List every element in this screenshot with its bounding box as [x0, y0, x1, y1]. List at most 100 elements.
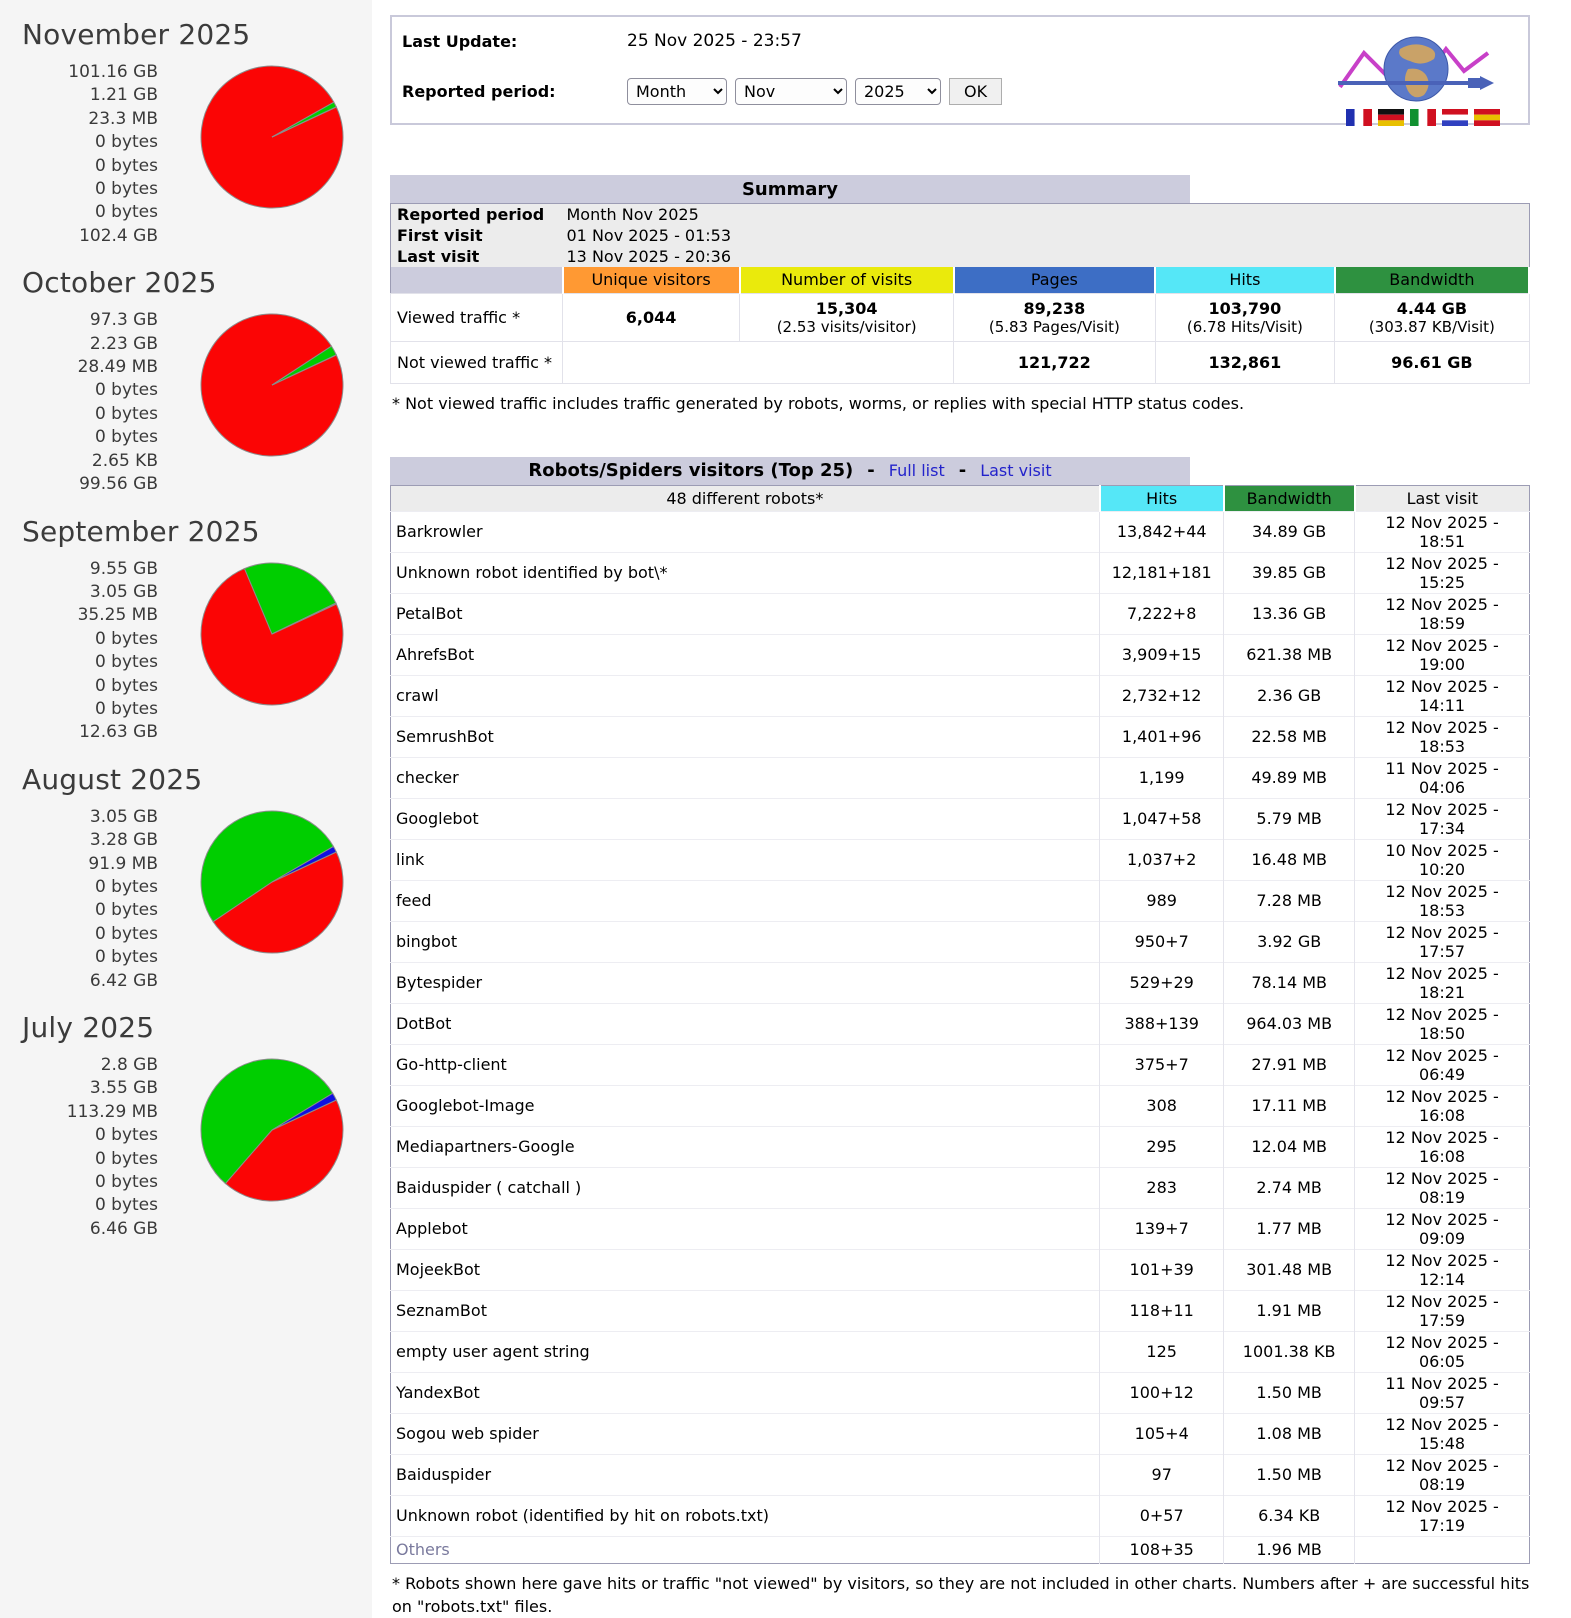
month-value: 97.3 GB — [89, 310, 158, 331]
robot-last-visit-cell: 12 Nov 2025 - 17:34 — [1354, 797, 1530, 839]
robot-row: Baiduspider 97 1.50 MB 12 Nov 2025 - 08:19 — [390, 1453, 1530, 1495]
month-value: 0 bytes — [94, 155, 158, 176]
robots-footnote: * Robots shown here gave hits or traffic… — [392, 1573, 1530, 1616]
robot-hits-cell: 7,222+8 — [1099, 592, 1224, 634]
robot-last-visit-cell: 12 Nov 2025 - 15:25 — [1354, 551, 1530, 593]
month-value: 3.55 GB — [89, 1078, 158, 1099]
month-value: 102.4 GB — [79, 225, 158, 246]
robot-name-cell: Barkrowler — [390, 510, 1100, 552]
robot-row: Googlebot-Image 308 17.11 MB 12 Nov 2025 - … — [390, 1084, 1530, 1126]
robot-hits-cell: 529+29 — [1099, 961, 1224, 1003]
month-value: 0 bytes — [94, 403, 158, 424]
robot-hits-cell: 118+11 — [1099, 1289, 1224, 1331]
robot-name-cell: Googlebot-Image — [390, 1084, 1100, 1126]
awstats-logo — [1330, 25, 1510, 126]
month-values-list: 3.05 GB 3.28 GB 91.9 MB 0 bytes 0 bytes 0 byt… — [0, 806, 158, 993]
flag-netherlands-icon[interactable] — [1442, 109, 1468, 126]
robot-last-visit-cell: 12 Nov 2025 - 17:59 — [1354, 1289, 1530, 1331]
robot-row: MojeekBot 101+39 301.48 MB 12 Nov 2025 - 12… — [390, 1248, 1530, 1290]
robot-row: Baiduspider ( catchall ) 283 2.74 MB 12 Nov… — [390, 1166, 1530, 1208]
pie-slice — [200, 567, 344, 705]
robot-last-visit-cell: 12 Nov 2025 - 16:08 — [1354, 1125, 1530, 1167]
col-unique-visitors: Unique visitors — [561, 267, 741, 293]
month-value: 0 bytes — [94, 380, 158, 401]
last-update-label: Last Update: — [402, 31, 518, 51]
month-value: 6.46 GB — [89, 1218, 158, 1239]
robot-row: Sogou web spider 105+4 1.08 MB 12 Nov 2025 … — [390, 1412, 1530, 1454]
month-title: October 2025 — [22, 266, 217, 300]
robot-hits-cell: 125 — [1099, 1330, 1224, 1372]
not-viewed-hits: 132,861 — [1154, 340, 1336, 384]
robot-name-cell: AhrefsBot — [390, 633, 1100, 675]
flag-italy-icon[interactable] — [1410, 109, 1436, 126]
report-header-box: Last Update: 25 Nov 2025 - 23:57 Reporte… — [390, 15, 1530, 126]
monthly-pie-chart — [200, 562, 344, 705]
robot-last-visit-cell: 12 Nov 2025 - 18:59 — [1354, 592, 1530, 634]
robot-row: Unknown robot (identified by hit on robo… — [390, 1494, 1530, 1536]
flag-germany-icon[interactable] — [1378, 109, 1404, 126]
robot-hits-cell: 388+139 — [1099, 1002, 1224, 1044]
month-pie-wrap — [198, 808, 346, 960]
flag-spain-icon[interactable] — [1474, 109, 1500, 126]
summary-title: Summary — [741, 178, 839, 200]
robot-name-cell: YandexBot — [390, 1371, 1100, 1413]
robot-row: SeznamBot 118+11 1.91 MB 12 Nov 2025 - 17:5… — [390, 1289, 1530, 1331]
month-summary-block: November 2025 101.16 GB 1.21 GB 23.3 MB 0 by… — [0, 6, 372, 254]
robot-bandwidth-cell: 1.77 MB — [1223, 1207, 1355, 1249]
pie-slice — [224, 1099, 344, 1202]
robots-hits-header: Hits — [1098, 485, 1224, 511]
report-header-fields: Last Update: 25 Nov 2025 - 23:57 Reporte… — [402, 25, 1003, 115]
monthly-pie-chart — [200, 1058, 344, 1202]
month-value: 2.8 GB — [100, 1055, 158, 1075]
period-year-select[interactable]: 2025 — [855, 78, 941, 105]
robot-bandwidth-cell: 3.92 GB — [1223, 920, 1355, 962]
robot-bandwidth-cell: 78.14 MB — [1223, 961, 1355, 1003]
robot-row: Go-http-client 375+7 27.91 MB 12 Nov 2025 -… — [390, 1043, 1530, 1085]
robot-bandwidth-cell: 1001.38 KB — [1223, 1330, 1355, 1372]
robot-name-cell: Baiduspider — [390, 1453, 1100, 1495]
ok-button[interactable]: OK — [949, 78, 1003, 105]
pie-slice — [271, 845, 338, 883]
month-pie-wrap — [198, 1056, 346, 1208]
robot-last-visit-cell: 11 Nov 2025 - 09:57 — [1354, 1371, 1530, 1413]
month-value: 28.49 MB — [77, 357, 158, 378]
robot-bandwidth-cell: 27.91 MB — [1223, 1043, 1355, 1085]
viewed-hits: 103,790 (6.78 Hits/Visit) — [1154, 292, 1336, 342]
full-list-link[interactable]: Full list — [888, 461, 945, 480]
robots-bandwidth-header: Bandwidth — [1222, 485, 1355, 511]
robot-last-visit-cell: 12 Nov 2025 - 18:50 — [1354, 1002, 1530, 1044]
robot-hits-cell: 1,199 — [1099, 756, 1224, 798]
not-viewed-empty-cell — [561, 340, 955, 384]
month-value: 1.21 GB — [89, 85, 158, 106]
robots-title-bar: Robots/Spiders visitors (Top 25) - Full … — [390, 456, 1190, 485]
flag-france-icon[interactable] — [1346, 109, 1372, 126]
summary-footnote: * Not viewed traffic includes traffic ge… — [392, 393, 1245, 413]
month-value: 12.63 GB — [79, 722, 158, 743]
robot-row: DotBot 388+139 964.03 MB 12 Nov 2025 - 18:5… — [390, 1002, 1530, 1044]
summary-info-value: Month Nov 2025 — [562, 203, 1529, 225]
robot-hits-cell: 308 — [1099, 1084, 1224, 1126]
robot-last-visit-cell: 12 Nov 2025 - 17:19 — [1354, 1494, 1530, 1536]
robots-last-visit-header: Last visit — [1353, 485, 1530, 511]
viewed-traffic-label: Viewed traffic * — [390, 292, 563, 342]
month-value: 3.05 GB — [89, 806, 158, 827]
robot-row: Unknown robot identified by bot\* 12,181+… — [390, 551, 1530, 593]
robot-last-visit-cell: 12 Nov 2025 - 16:08 — [1354, 1084, 1530, 1126]
month-value: 3.05 GB — [89, 581, 158, 602]
robot-bandwidth-cell: 621.38 MB — [1223, 633, 1355, 675]
robot-bandwidth-cell: 13.36 GB — [1223, 592, 1355, 634]
robot-name-cell: SemrushBot — [390, 715, 1100, 757]
period-type-select[interactable]: Month — [627, 78, 727, 105]
robot-hits-cell: 989 — [1099, 879, 1224, 921]
robot-name-cell: Go-http-client — [390, 1043, 1100, 1085]
col-number-of-visits: Number of visits — [738, 267, 955, 293]
month-values-list: 97.3 GB 2.23 GB 28.49 MB 0 bytes 0 bytes 0 by… — [0, 309, 158, 496]
robots-last-visit-link[interactable]: Last visit — [980, 461, 1052, 480]
robot-name-cell: MojeekBot — [390, 1248, 1100, 1290]
not-viewed-pages: 121,722 — [953, 340, 1156, 384]
robot-hits-cell: 108+35 — [1099, 1535, 1224, 1563]
period-month-select[interactable]: Nov — [735, 78, 847, 105]
robot-bandwidth-cell: 6.34 KB — [1223, 1494, 1355, 1536]
monthly-pie-chart — [200, 810, 344, 954]
month-value: 0 bytes — [94, 900, 158, 921]
